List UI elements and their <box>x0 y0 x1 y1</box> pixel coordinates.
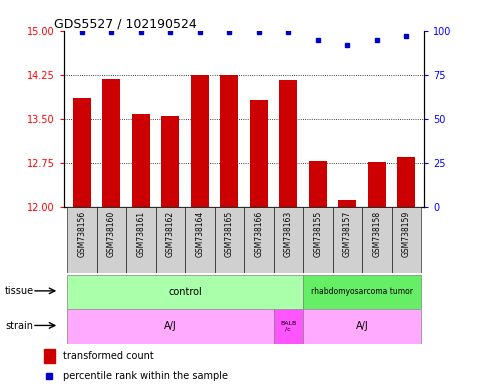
Bar <box>274 207 303 273</box>
Text: A/J: A/J <box>164 321 176 331</box>
Text: GSM738163: GSM738163 <box>284 211 293 257</box>
Text: GSM738162: GSM738162 <box>166 211 175 257</box>
Text: GSM738159: GSM738159 <box>402 211 411 257</box>
Text: GSM738165: GSM738165 <box>225 211 234 257</box>
Text: GSM738161: GSM738161 <box>136 211 145 257</box>
Bar <box>155 207 185 273</box>
Bar <box>220 76 238 207</box>
Bar <box>338 200 356 207</box>
Bar <box>103 79 120 207</box>
Bar <box>391 207 421 273</box>
Bar <box>185 207 214 273</box>
Text: strain: strain <box>5 321 33 331</box>
Bar <box>303 207 333 273</box>
Bar <box>67 275 303 309</box>
Bar <box>368 162 386 207</box>
Bar <box>303 309 421 344</box>
Text: percentile rank within the sample: percentile rank within the sample <box>63 371 228 381</box>
Text: GSM738166: GSM738166 <box>254 211 263 257</box>
Bar <box>97 207 126 273</box>
Bar <box>73 98 91 207</box>
Text: GSM738156: GSM738156 <box>77 211 86 257</box>
Text: control: control <box>168 287 202 297</box>
Bar <box>191 76 209 207</box>
Text: transformed count: transformed count <box>63 351 154 361</box>
Text: GSM738160: GSM738160 <box>107 211 116 257</box>
Bar <box>274 309 303 344</box>
Bar <box>214 207 244 273</box>
Text: rhabdomyosarcoma tumor: rhabdomyosarcoma tumor <box>311 287 413 296</box>
Bar <box>303 275 421 309</box>
Bar <box>309 161 327 207</box>
Bar <box>362 207 391 273</box>
Bar <box>67 309 274 344</box>
Bar <box>161 116 179 207</box>
Text: GSM738158: GSM738158 <box>372 211 381 257</box>
Bar <box>244 207 274 273</box>
Text: A/J: A/J <box>355 321 368 331</box>
Text: GSM738155: GSM738155 <box>313 211 322 257</box>
Bar <box>67 207 97 273</box>
Bar <box>250 100 268 207</box>
Bar <box>44 349 55 363</box>
Bar <box>132 114 150 207</box>
Bar <box>397 157 415 207</box>
Bar <box>333 207 362 273</box>
Text: BALB
/c: BALB /c <box>280 321 296 332</box>
Text: tissue: tissue <box>5 286 34 296</box>
Text: GDS5527 / 102190524: GDS5527 / 102190524 <box>54 17 197 30</box>
Bar <box>126 207 155 273</box>
Text: GSM738164: GSM738164 <box>195 211 204 257</box>
Bar <box>280 80 297 207</box>
Text: GSM738157: GSM738157 <box>343 211 352 257</box>
